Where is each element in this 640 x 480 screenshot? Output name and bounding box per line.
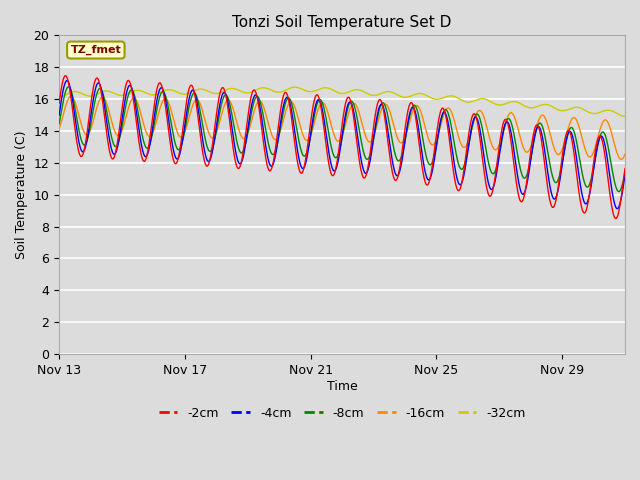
Text: TZ_fmet: TZ_fmet — [70, 45, 121, 55]
Title: Tonzi Soil Temperature Set D: Tonzi Soil Temperature Set D — [232, 15, 452, 30]
X-axis label: Time: Time — [326, 380, 358, 393]
Legend: -2cm, -4cm, -8cm, -16cm, -32cm: -2cm, -4cm, -8cm, -16cm, -32cm — [154, 402, 531, 425]
Y-axis label: Soil Temperature (C): Soil Temperature (C) — [15, 131, 28, 259]
